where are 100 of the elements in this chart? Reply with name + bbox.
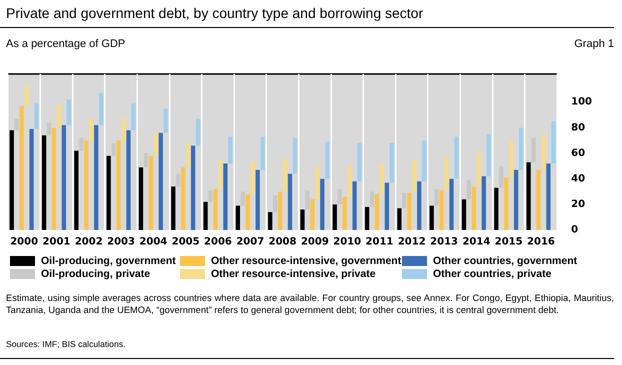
x-tick-label: 2013 bbox=[430, 236, 458, 248]
bar bbox=[66, 100, 71, 126]
bar bbox=[158, 132, 163, 230]
y-tick-label: 20 bbox=[571, 199, 586, 210]
bar bbox=[246, 194, 250, 230]
bar bbox=[148, 156, 154, 230]
bar bbox=[504, 178, 508, 230]
bar bbox=[466, 180, 472, 200]
bar bbox=[126, 130, 131, 230]
bar bbox=[260, 136, 265, 170]
bar bbox=[34, 103, 39, 129]
bar bbox=[310, 199, 315, 230]
bar bbox=[412, 160, 416, 193]
bar bbox=[240, 192, 245, 206]
bar bbox=[357, 143, 362, 182]
bar bbox=[154, 132, 158, 156]
bar bbox=[439, 190, 444, 230]
bar bbox=[46, 122, 52, 136]
legend-label: Oil-producing, private bbox=[41, 268, 150, 280]
bar bbox=[551, 121, 556, 164]
y-tick-label: 40 bbox=[571, 173, 586, 184]
bar bbox=[99, 93, 104, 126]
bar bbox=[348, 166, 352, 197]
x-tick-label: 2005 bbox=[172, 236, 200, 248]
bar bbox=[278, 192, 282, 230]
bar bbox=[164, 108, 168, 133]
bar bbox=[138, 167, 144, 230]
x-tick-label: 2004 bbox=[139, 236, 168, 248]
bar bbox=[514, 170, 518, 230]
bar bbox=[454, 136, 459, 179]
x-tick-label: 2001 bbox=[42, 236, 70, 248]
bar bbox=[320, 178, 324, 230]
bar bbox=[256, 170, 260, 230]
bar bbox=[288, 174, 292, 230]
bar bbox=[380, 164, 384, 194]
x-tick-label: 2016 bbox=[527, 236, 555, 248]
bar bbox=[56, 104, 62, 128]
bar bbox=[390, 143, 394, 183]
bar bbox=[181, 167, 186, 230]
x-tick-label: 2008 bbox=[268, 236, 297, 248]
bar bbox=[531, 138, 536, 162]
source-note: Sources: IMF; BIS calculations. bbox=[6, 339, 126, 349]
bar bbox=[422, 140, 426, 182]
legend-label: Other countries, government bbox=[433, 255, 578, 267]
bar bbox=[536, 170, 541, 230]
bar bbox=[518, 128, 524, 170]
bar bbox=[374, 194, 380, 230]
bar bbox=[62, 125, 66, 230]
text: Estimate, using simple averages across countries where data are available. For country groups, see Annex. For Congo, Egypt, Ethiopia, Mauritius, Tanzania, Uganda and the UEMOA, “government” refers to general government debt; for other countries, it is central government debt. bbox=[6, 292, 614, 316]
bar bbox=[236, 206, 240, 230]
bar bbox=[444, 157, 449, 190]
bar bbox=[384, 182, 390, 230]
y-tick-label: 100 bbox=[571, 96, 592, 108]
bar bbox=[74, 150, 78, 230]
caption: Graph 1 bbox=[574, 38, 614, 50]
bar bbox=[486, 134, 491, 176]
legend-label: Other countries, private bbox=[433, 268, 552, 280]
bar bbox=[228, 136, 232, 164]
bar bbox=[292, 138, 298, 174]
bar bbox=[79, 138, 84, 151]
x-tick-label: 2006 bbox=[204, 236, 232, 248]
bar bbox=[24, 86, 29, 106]
bar bbox=[10, 130, 14, 230]
bar bbox=[203, 202, 208, 230]
bar bbox=[111, 143, 116, 156]
bar bbox=[186, 143, 190, 168]
bar bbox=[121, 117, 126, 140]
bar bbox=[315, 166, 320, 200]
bar bbox=[52, 128, 56, 230]
bar bbox=[268, 212, 272, 230]
bar bbox=[218, 160, 223, 190]
y-tick-label: 0 bbox=[571, 224, 578, 236]
bar bbox=[273, 195, 278, 212]
bar bbox=[14, 118, 19, 130]
bar bbox=[541, 135, 546, 170]
bar bbox=[342, 196, 347, 230]
bar bbox=[407, 192, 412, 230]
x-tick-label: 2012 bbox=[398, 236, 426, 248]
x-tick-label: 2002 bbox=[74, 236, 103, 248]
bar bbox=[208, 190, 213, 202]
chart-subtitle: As a percentage of GDP bbox=[6, 38, 126, 50]
bar bbox=[144, 153, 148, 168]
bar bbox=[176, 174, 180, 187]
bar bbox=[546, 164, 551, 230]
x-tick-label: 2014 bbox=[462, 236, 490, 248]
x-tick-label: 2009 bbox=[300, 236, 329, 248]
bar bbox=[499, 166, 504, 188]
chart-title: Private and government debt, by country type and borrowing sector bbox=[6, 5, 424, 21]
bar bbox=[190, 146, 196, 230]
bar bbox=[526, 162, 531, 230]
bar bbox=[29, 128, 34, 230]
bar bbox=[482, 176, 486, 230]
bar bbox=[106, 156, 111, 230]
bar bbox=[430, 206, 434, 230]
bar bbox=[250, 162, 255, 194]
legend-label: Other resource-intensive, private bbox=[211, 268, 376, 280]
bar bbox=[171, 186, 176, 230]
bar bbox=[462, 199, 466, 230]
bar bbox=[84, 140, 88, 230]
x-tick-label: 2003 bbox=[107, 236, 136, 248]
